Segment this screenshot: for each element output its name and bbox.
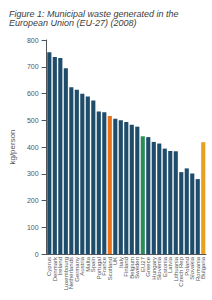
svg-text:EU27: EU27 — [139, 257, 146, 272]
svg-text:600: 600 — [27, 90, 39, 97]
svg-text:Luxembourg: Luxembourg — [62, 257, 69, 291]
svg-text:200: 200 — [27, 197, 39, 204]
svg-text:Bulgaria: Bulgaria — [200, 256, 206, 279]
svg-text:Ireland: Ireland — [57, 257, 64, 276]
svg-text:Greece: Greece — [145, 257, 152, 277]
svg-text:Netherlands: Netherlands — [68, 257, 75, 290]
svg-text:Sweden: Sweden — [134, 257, 141, 279]
svg-text:Denmark: Denmark — [51, 257, 58, 282]
svg-text:Figure 1: Municipal waste gene: Figure 1: Municipal waste generated in t… — [9, 8, 182, 19]
svg-text:700: 700 — [27, 63, 39, 70]
svg-text:800: 800 — [27, 37, 39, 44]
svg-text:Estonia: Estonia — [161, 257, 168, 277]
svg-text:Cyprus: Cyprus — [46, 257, 53, 276]
svg-text:Slovenia: Slovenia — [156, 257, 163, 280]
svg-text:Malta: Malta — [84, 257, 91, 272]
svg-text:UK: UK — [112, 257, 119, 266]
svg-text:500: 500 — [27, 117, 39, 124]
svg-text:400: 400 — [27, 144, 39, 151]
svg-text:100: 100 — [27, 224, 39, 231]
svg-text:Italy: Italy — [117, 257, 124, 268]
svg-text:Poland: Poland — [183, 257, 190, 276]
svg-text:Scotland: Scotland — [106, 257, 113, 281]
svg-text:Austria: Austria — [79, 257, 86, 276]
svg-text:Latvia: Latvia — [167, 257, 174, 273]
svg-text:Finland: Finland — [123, 257, 130, 277]
svg-text:Spain: Spain — [90, 257, 97, 273]
svg-text:Hungary: Hungary — [150, 257, 157, 280]
svg-text:France: France — [101, 257, 108, 276]
svg-text:300: 300 — [27, 170, 39, 177]
svg-text:European Union (EU-27) (2008): European Union (EU-27) (2008) — [9, 18, 137, 28]
svg-text:Czech Rep: Czech Rep — [178, 257, 185, 287]
svg-text:Germany: Germany — [73, 257, 80, 282]
svg-text:0: 0 — [35, 251, 39, 258]
svg-text:Romania: Romania — [194, 257, 201, 281]
svg-text:Belgium: Belgium — [128, 257, 135, 279]
svg-text:kg/person: kg/person — [8, 129, 17, 164]
svg-text:Lithuania: Lithuania — [172, 257, 179, 282]
svg-text:Slovakia: Slovakia — [189, 257, 196, 280]
svg-text:Portugal: Portugal — [95, 257, 102, 280]
